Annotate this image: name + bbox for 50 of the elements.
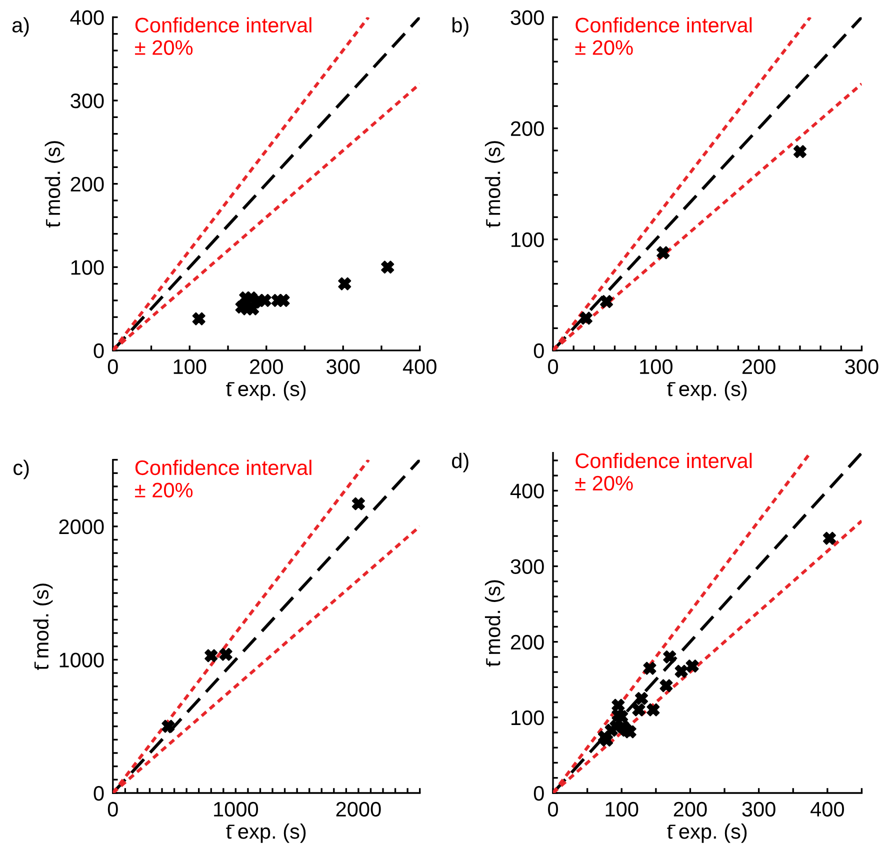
x-tick-label: 1000 — [214, 802, 258, 817]
x-tick-label: 300 — [845, 359, 878, 374]
x-axis-title: t̄ exp. (s) — [226, 380, 306, 400]
x-axis-title: t̄ exp. (s) — [667, 824, 747, 843]
y-tick-label: 400 — [510, 484, 544, 498]
x-tick-label: 0 — [548, 359, 558, 374]
x-tick-label: 100 — [606, 802, 638, 817]
x-tick-label: 400 — [402, 359, 436, 374]
text: d) — [452, 452, 468, 472]
x-tick-label: 0 — [108, 359, 118, 374]
y-tick-label: 100 — [512, 710, 544, 726]
x-tick-label: 200 — [674, 802, 707, 817]
annotation: Confidence interval ± 20% — [135, 460, 312, 498]
y-tick-label: 2000 — [59, 519, 104, 534]
y-axis-title: t̄ mod. (s) — [484, 141, 504, 228]
y-tick-label: 0 — [534, 786, 544, 801]
y-tick-label: 300 — [70, 94, 104, 108]
y-tick-label: 0 — [94, 786, 104, 801]
annotation: Confidence interval ± 20% — [575, 17, 752, 55]
x-tick-label: 400 — [810, 802, 844, 817]
y-tick-label: 300 — [510, 10, 544, 25]
y-axis-title: t̄ mod. (s) — [44, 141, 64, 228]
x-tick-label: 300 — [326, 359, 360, 374]
text: b) — [452, 17, 468, 37]
y-tick-label: 100 — [512, 232, 544, 248]
x-tick-label: 300 — [742, 802, 776, 817]
y-tick-label: 200 — [510, 121, 544, 136]
y-tick-label: 300 — [510, 559, 544, 574]
y-tick-label: 400 — [70, 10, 104, 25]
x-axis-title: t̄ exp. (s) — [667, 380, 747, 400]
y-tick-label: 0 — [94, 343, 104, 358]
annotation: Confidence interval ± 20% — [575, 452, 752, 491]
x-tick-label: 2000 — [336, 802, 381, 817]
y-tick-label: 100 — [71, 260, 104, 275]
x-tick-label: 100 — [174, 359, 206, 374]
text: a) — [12, 17, 29, 37]
y-axis-title: t̄ mod. (s) — [484, 580, 504, 667]
x-axis-title: t̄ exp. (s) — [226, 824, 306, 843]
y-axis-title: t̄ mod. (s) — [33, 584, 53, 670]
x-tick-label: 200 — [250, 359, 283, 374]
annotation: Confidence interval ± 20% — [135, 17, 312, 55]
y-tick-label: 1000 — [60, 652, 104, 668]
text: c) — [14, 460, 29, 480]
x-tick-label: 0 — [548, 802, 558, 817]
y-tick-label: 200 — [70, 176, 104, 192]
x-tick-label: 200 — [742, 359, 776, 374]
x-tick-label: 0 — [108, 802, 118, 817]
y-tick-label: 200 — [510, 634, 544, 650]
x-tick-label: 100 — [640, 359, 672, 374]
y-tick-label: 0 — [534, 343, 544, 358]
